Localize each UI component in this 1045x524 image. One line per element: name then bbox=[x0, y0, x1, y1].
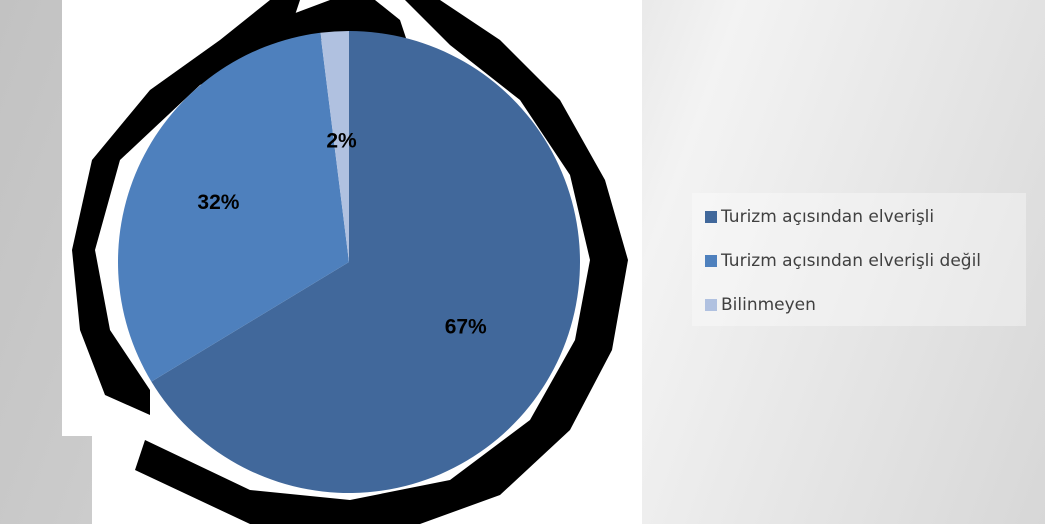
pie-data-label: 2% bbox=[326, 130, 357, 153]
legend: Turizm açısından elverişli Turizm açısın… bbox=[692, 193, 1026, 326]
legend-swatch bbox=[705, 211, 717, 223]
legend-item: Bilinmeyen bbox=[705, 290, 1026, 320]
legend-item: Turizm açısından elverişli değil bbox=[705, 246, 1026, 276]
pie-slices bbox=[118, 31, 580, 493]
pie-data-label: 32% bbox=[197, 191, 239, 214]
pie-data-label: 67% bbox=[445, 315, 487, 338]
legend-label: Bilinmeyen bbox=[721, 295, 816, 315]
legend-label: Turizm açısından elverişli bbox=[721, 207, 934, 227]
legend-label: Turizm açısından elverişli değil bbox=[721, 251, 981, 271]
legend-swatch bbox=[705, 255, 717, 267]
legend-item: Turizm açısından elverişli bbox=[705, 202, 1026, 232]
legend-swatch bbox=[705, 299, 717, 311]
